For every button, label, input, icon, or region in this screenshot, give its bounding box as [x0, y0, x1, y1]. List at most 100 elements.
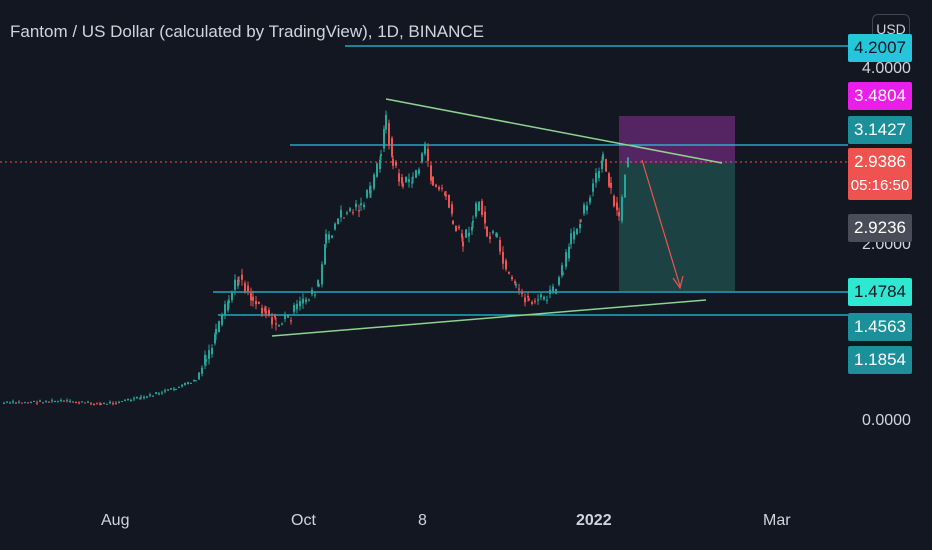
candle-body	[201, 367, 203, 374]
price-tick-0: 0.0000	[862, 412, 911, 429]
candle-body	[308, 299, 310, 301]
candle-body	[602, 154, 604, 160]
candle-body	[296, 303, 298, 310]
candle-body	[231, 292, 233, 301]
candle-body	[139, 398, 141, 400]
candle-body	[178, 386, 180, 388]
candle-body	[318, 284, 320, 286]
candle-body	[448, 194, 450, 208]
candle-body	[252, 296, 254, 301]
candle-body	[33, 400, 35, 402]
candle-body	[290, 320, 292, 322]
candle-body	[435, 184, 437, 187]
candle-body	[499, 239, 501, 252]
candle-body	[175, 389, 177, 391]
candle-body	[284, 314, 286, 319]
candle-body	[170, 388, 172, 390]
candle-body	[402, 183, 404, 187]
candle-body	[586, 205, 588, 211]
candle-body	[234, 279, 236, 290]
candle-body	[343, 217, 345, 219]
candle-body	[508, 272, 510, 274]
time-label-mar: Mar	[763, 512, 791, 529]
candle-body	[90, 403, 92, 405]
candle-body	[133, 398, 135, 400]
candle-body	[579, 224, 581, 229]
candle-body	[190, 382, 192, 384]
candle-body	[369, 186, 371, 194]
candle-body	[340, 209, 342, 218]
candle-body	[181, 384, 183, 387]
candle-body	[278, 325, 280, 327]
candle-body	[505, 260, 507, 270]
candle-body	[401, 177, 403, 184]
candle-body	[324, 244, 326, 265]
candle-body	[103, 402, 105, 404]
candle-body	[565, 252, 567, 267]
candle-body	[458, 226, 460, 229]
candle-body	[258, 301, 260, 304]
candle-body	[130, 400, 132, 402]
candle-body	[6, 401, 8, 403]
candle-body	[247, 285, 249, 292]
candle-body	[627, 157, 629, 168]
candle-body	[314, 294, 316, 296]
candle-body	[461, 233, 463, 238]
candle-body	[455, 225, 457, 232]
candle-body	[624, 174, 626, 198]
candle-body	[388, 123, 390, 146]
candle-body	[328, 234, 330, 240]
candle-body	[218, 321, 220, 333]
candle-body	[373, 174, 375, 189]
candle-body	[255, 300, 257, 305]
candle-body	[274, 315, 276, 318]
candle-body	[392, 158, 394, 166]
symbol-title: Fantom / US Dollar (calculated by Tradin…	[10, 22, 484, 41]
candle-body	[118, 402, 120, 404]
candle-body	[155, 392, 157, 394]
last-price-value: 2.9386	[854, 152, 906, 171]
candle-body	[415, 170, 417, 178]
candle-body	[78, 402, 80, 404]
candle-body	[444, 192, 446, 196]
candle-body	[106, 403, 108, 405]
candle-body	[568, 246, 570, 259]
candle-body	[496, 233, 498, 237]
candle-body	[271, 317, 273, 325]
candle-body	[511, 277, 513, 280]
candle-body	[215, 329, 217, 335]
candle-body	[475, 203, 477, 217]
price-tag-lower-support: 1.1854	[848, 346, 912, 374]
price-tag-upper-resistance: 4.2007	[848, 34, 912, 62]
candle-body	[264, 307, 266, 312]
price-tag-support: 1.4563	[848, 313, 912, 341]
candle-body	[173, 388, 175, 390]
candle-body	[60, 399, 62, 401]
candle-body	[69, 400, 71, 402]
candle-body	[562, 273, 564, 275]
candle-body	[54, 401, 56, 403]
candle-body	[391, 138, 393, 157]
candle-body	[580, 220, 582, 222]
candle-body	[592, 183, 594, 192]
candle-body	[514, 281, 516, 284]
projection-arrow-line	[641, 159, 681, 287]
candle-body	[302, 298, 304, 304]
candle-body	[465, 229, 467, 238]
candle-body	[424, 143, 426, 154]
candle-body	[112, 403, 114, 405]
candle-body	[605, 159, 607, 172]
candle-body	[518, 288, 520, 290]
candle-body	[250, 293, 252, 301]
stop-loss-zone	[619, 116, 735, 163]
price-tag-stop-loss: 3.4804	[848, 82, 912, 110]
candle-body	[489, 236, 491, 240]
candle-body	[613, 195, 615, 207]
candle-body	[75, 402, 77, 404]
candle-body	[238, 280, 240, 282]
candle-body	[275, 323, 277, 325]
candle-body	[408, 179, 410, 183]
candle-body	[370, 191, 372, 193]
